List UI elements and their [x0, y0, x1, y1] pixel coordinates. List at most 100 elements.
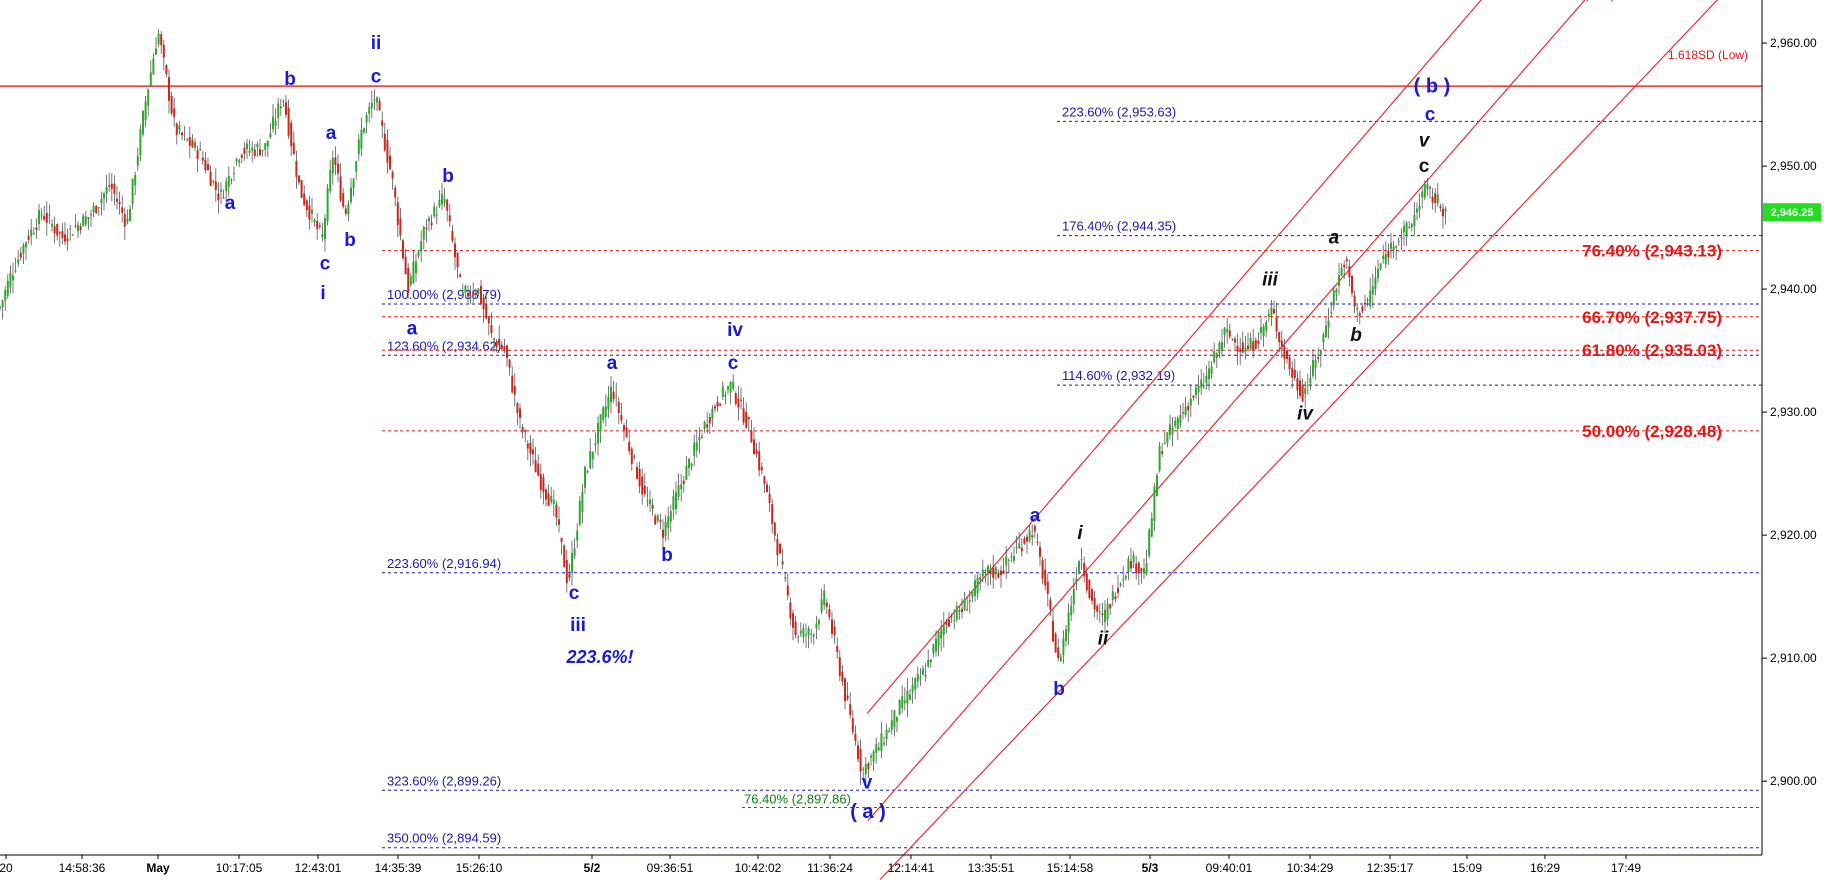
candle-330: [857, 740, 859, 763]
candle-332: [862, 766, 865, 778]
candle-body-421: [1093, 597, 1096, 610]
candle-body-277: [719, 403, 722, 406]
candle-body-240: [623, 425, 625, 431]
candle-body-76: [196, 150, 199, 160]
candle-43: [110, 173, 113, 202]
candle-body-208: [539, 474, 542, 490]
candle-body-389: [1010, 556, 1013, 558]
candle-365: [948, 611, 950, 628]
candle-355: [922, 665, 924, 676]
candle-body-23: [58, 232, 61, 234]
candle-131: [339, 163, 342, 203]
candle-body-505: [1312, 359, 1314, 376]
x-tick-label-9: 10:42:02: [735, 861, 782, 875]
candle-455: [1182, 402, 1184, 420]
candle-501: [1301, 378, 1304, 403]
candle-body-528: [1371, 286, 1374, 295]
candle-body-24: [61, 231, 64, 238]
candle-body-551: [1431, 196, 1434, 203]
candle-4: [9, 265, 12, 294]
candle-407: [1057, 638, 1060, 662]
candle-551: [1431, 187, 1434, 210]
candle-157: [407, 263, 410, 299]
candle-body-440: [1143, 568, 1145, 574]
candle-94: [243, 141, 246, 161]
candle-body-115: [298, 175, 300, 183]
candle-body-357: [927, 659, 930, 667]
y-tick-label-6: 2,960.00: [1770, 36, 1817, 50]
candle-415: [1078, 559, 1080, 575]
candle-body-335: [870, 755, 872, 758]
candle-body-447: [1161, 451, 1164, 454]
fib-label-10: 61.80% (2,935.03): [1582, 341, 1722, 360]
candle-body-128: [331, 158, 334, 174]
candle-80: [207, 157, 209, 172]
candle-103: [266, 140, 269, 158]
candle-body-537: [1395, 246, 1398, 248]
fib-label-3: 123.60% (2,934.62): [387, 338, 501, 353]
candle-body-89: [230, 179, 233, 181]
candle-422: [1096, 604, 1099, 620]
candle-207: [537, 454, 540, 477]
candle-body-79: [204, 159, 207, 171]
candle-body-476: [1236, 345, 1239, 352]
candle-78: [201, 151, 204, 165]
candle-body-40: [103, 193, 105, 199]
candle-426: [1106, 598, 1109, 627]
candle-168: [435, 206, 438, 225]
candle-409: [1062, 630, 1065, 664]
candle-345: [896, 716, 898, 733]
candle-body-248: [643, 485, 646, 495]
candle-body-168: [435, 214, 438, 216]
candle-66: [170, 91, 173, 116]
candle-353: [916, 666, 919, 689]
candle-48: [123, 207, 126, 240]
candle-358: [929, 659, 932, 668]
candle-body-50: [129, 209, 131, 221]
candle-body-236: [612, 391, 615, 400]
candle-134: [347, 200, 350, 222]
candle-30: [77, 221, 79, 238]
candle-320: [831, 611, 833, 639]
candle-body-517: [1343, 264, 1346, 268]
candle-286: [742, 397, 745, 426]
candle-body-13: [32, 232, 35, 234]
candle-body-144: [373, 99, 376, 101]
x-tick-label-3: 10:17:05: [216, 861, 263, 875]
candle-body-207: [537, 463, 540, 476]
candle-body-342: [888, 730, 891, 733]
x-tick-label-2: May: [146, 861, 170, 875]
candle-body-347: [901, 696, 904, 709]
candle-466: [1210, 361, 1213, 379]
candle-body-361: [937, 632, 940, 646]
candle-387: [1005, 546, 1008, 579]
candle-body-333: [864, 764, 867, 775]
candle-body-280: [727, 386, 729, 390]
candle-243: [630, 446, 633, 471]
candle-303: [786, 573, 789, 600]
candle-159: [412, 250, 415, 285]
candle-body-353: [916, 674, 919, 682]
candle-68: [175, 121, 178, 145]
candle-395: [1026, 533, 1028, 554]
candle-body-434: [1127, 558, 1130, 573]
candle-265: [688, 458, 690, 477]
candle-body-229: [594, 443, 597, 446]
candle-193: [500, 341, 503, 352]
candle-75: [194, 138, 196, 152]
candle-body-123: [318, 225, 321, 227]
candle-body-331: [859, 749, 862, 772]
candle-body-519: [1348, 265, 1351, 278]
candle-161: [417, 249, 420, 259]
candlesticks: [0, 28, 1447, 786]
candle-body-423: [1098, 611, 1101, 613]
candle-body-169: [438, 199, 441, 207]
candle-body-379: [984, 570, 987, 572]
candle-body-378: [981, 569, 984, 577]
candle-269: [698, 427, 701, 454]
candle-body-60: [155, 48, 157, 55]
candle-body-529: [1374, 277, 1377, 289]
candle-205: [532, 438, 534, 465]
